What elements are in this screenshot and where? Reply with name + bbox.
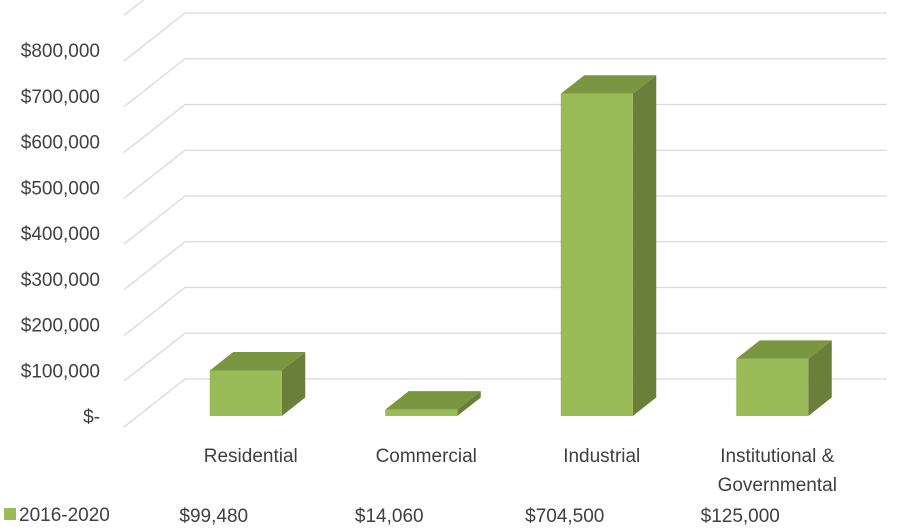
bar-side [808,340,832,416]
category-labels: Residential Commercial Industrial Instituti… [204,446,837,496]
y-axis-ticks: $- $100,000 $200,000 $300,000 $400,000 $500,0… [21,41,100,428]
category-label: Residential [204,446,298,467]
category-label: Governmental [718,475,837,496]
gridline [123,149,887,199]
bar [736,340,832,416]
bar-front [560,93,633,416]
data-table: 2016-2020 $99,480 $14,060 $704,500 $125,000 [4,505,780,527]
y-tick-label: $700,000 [21,87,100,108]
category-label: Commercial [376,446,477,467]
gridline [123,241,887,291]
bar-top [560,75,657,94]
gridline [123,12,887,62]
data-value-label: $99,480 [179,506,248,527]
y-tick-label: $400,000 [21,224,100,245]
gridline [123,286,887,337]
y-tick-label: $600,000 [21,133,100,154]
y-tick-label: $800,000 [21,41,100,62]
bar-front [385,409,458,416]
gridline [123,195,887,245]
category-label: Industrial [563,446,640,467]
gridlines [123,0,887,428]
bar-side [281,351,306,416]
bar-front [209,370,282,416]
bar-top [209,351,306,371]
category-label: Institutional & [720,446,834,467]
data-value-label: $704,500 [525,506,604,527]
bar-top [385,391,481,410]
data-value-label: $125,000 [701,506,780,527]
y-tick-label: $- [83,407,100,428]
bar-side [457,391,481,416]
legend-series-name: 2016-2020 [19,505,110,526]
gridline [123,103,887,154]
data-value-label: $14,060 [355,506,424,527]
bar-top [736,340,832,359]
y-tick-label: $300,000 [21,270,100,291]
bar [209,351,306,416]
y-tick-label: $500,000 [21,178,100,199]
gridline [123,58,887,108]
y-tick-label: $200,000 [21,316,100,337]
legend-swatch [4,508,16,520]
bar-side [632,75,657,416]
bar [385,391,481,416]
bars [209,75,832,416]
bar-front [736,358,809,416]
bar [560,75,657,416]
y-tick-label: $100,000 [21,361,100,382]
